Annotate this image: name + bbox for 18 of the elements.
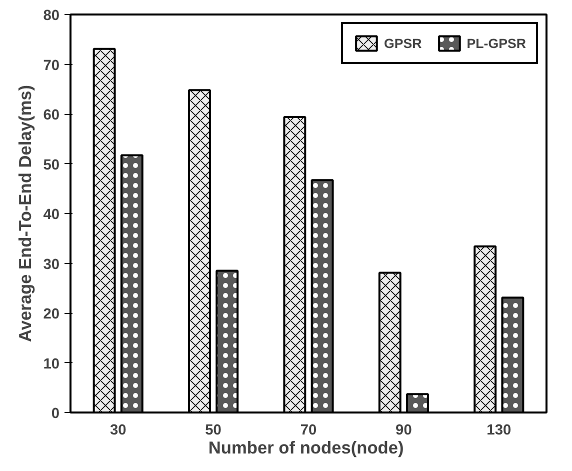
y-tick-label: 60 xyxy=(43,108,60,124)
y-tick-label: 0 xyxy=(51,406,60,422)
y-tick-label: 80 xyxy=(43,8,60,24)
x-tick-label: 30 xyxy=(110,422,126,438)
y-tick-label: 50 xyxy=(43,157,60,174)
legend-label: GPSR xyxy=(384,36,422,50)
y-tick-label: 70 xyxy=(43,58,60,74)
y-tick-label: 40 xyxy=(43,207,60,223)
y-tick-label: 30 xyxy=(43,256,60,273)
y-axis-title: Average End-To-End Delay(ms) xyxy=(15,84,36,342)
y-tick-label: 10 xyxy=(43,356,60,372)
x-tick-label: 130 xyxy=(486,422,512,438)
legend-label: PL-GPSR xyxy=(466,36,526,50)
y-tick-label: 20 xyxy=(43,306,60,322)
x-tick-label: 50 xyxy=(205,422,222,438)
x-axis-title: Number of nodes(node) xyxy=(208,438,404,458)
x-tick-label: 70 xyxy=(300,422,317,438)
x-tick-label: 90 xyxy=(396,422,412,438)
